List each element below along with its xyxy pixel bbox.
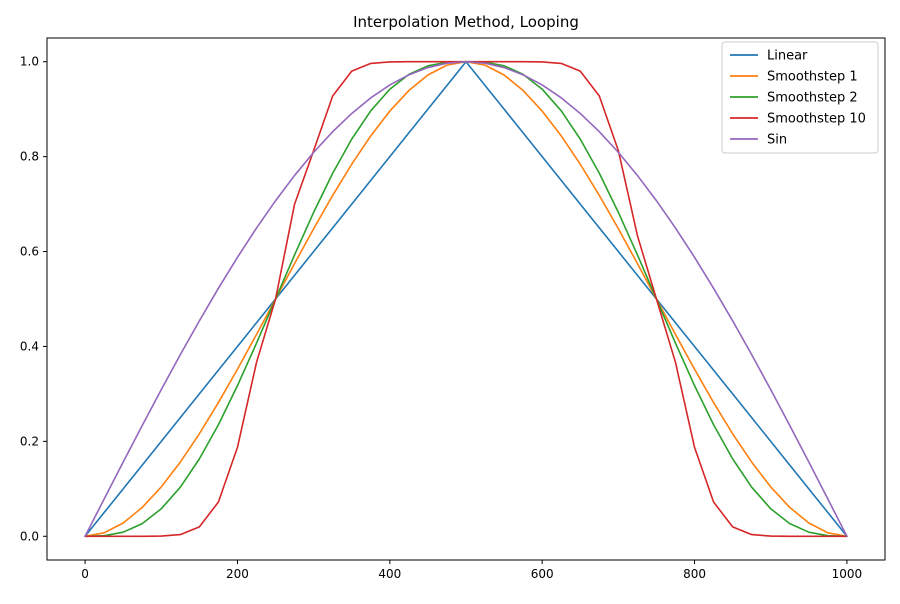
plot-area-frame <box>46 37 886 561</box>
legend-label: Smoothstep 2 <box>767 91 858 106</box>
x-tick-label: 200 <box>226 567 249 581</box>
y-tick-label: 0.8 <box>20 150 39 164</box>
x-tick-label: 1000 <box>832 567 863 581</box>
legend-label: Smoothstep 1 <box>767 70 858 85</box>
x-tick-label: 600 <box>531 567 554 581</box>
y-axis: 0.0 0.2 0.4 0.6 0.8 1.0 <box>20 55 47 543</box>
legend-label: Smoothstep 10 <box>767 112 866 127</box>
legend-box <box>721 41 879 154</box>
legend-label: Sin <box>767 133 787 148</box>
x-tick-label: 800 <box>683 567 706 581</box>
x-tick-label: 0 <box>81 567 89 581</box>
y-tick-label: 0.6 <box>20 245 39 259</box>
chart-title: Interpolation Method, Looping <box>353 13 579 31</box>
x-axis: 0 200 400 600 800 1000 <box>81 560 862 581</box>
y-tick-label: 1.0 <box>20 55 39 69</box>
legend-label: Linear <box>767 49 808 64</box>
legend: Linear Smoothstep 1 Smoothstep 2 Smoothstep… <box>721 41 879 154</box>
y-tick-label: 0.2 <box>20 434 39 448</box>
series-line-sin <box>84 60 848 538</box>
y-tick-label: 0.0 <box>20 529 39 543</box>
x-tick-label: 400 <box>378 567 401 581</box>
series-lines <box>84 60 848 538</box>
y-tick-label: 0.4 <box>20 339 39 353</box>
